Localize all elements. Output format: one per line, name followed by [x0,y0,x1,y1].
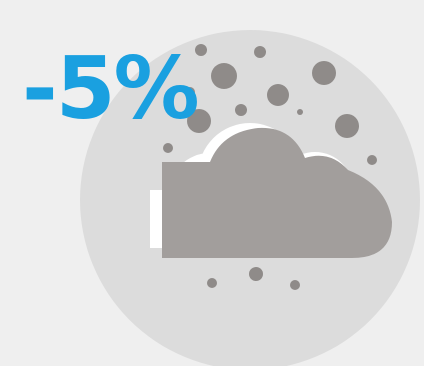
cloud-body [162,127,392,258]
percent-change-label: -5% [22,39,200,139]
cloud-icon [150,123,392,258]
particle-dot-icon [163,44,377,290]
